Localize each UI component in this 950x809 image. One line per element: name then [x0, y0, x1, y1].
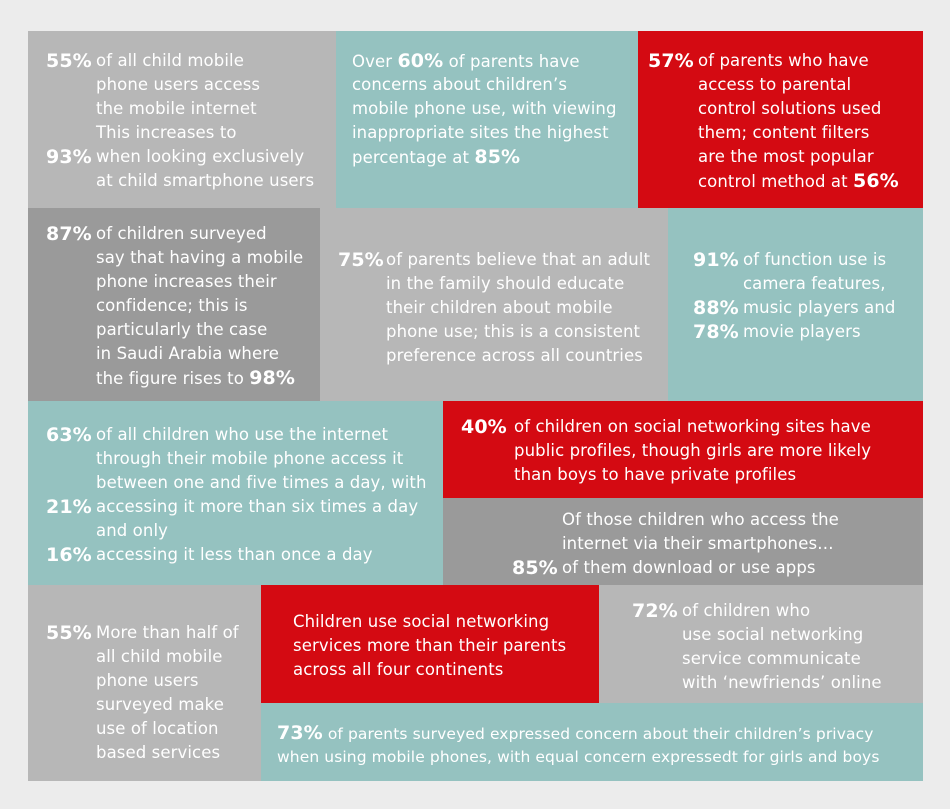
tile-privacy-concern: 73% of parents surveyed expressed concer…	[261, 703, 923, 781]
stat-percent: 85%	[474, 146, 521, 168]
fact-text: Over 60% of parents have concerns about …	[352, 50, 617, 168]
tile-new-friends: 72% of children who use social networking…	[599, 585, 923, 703]
stat-percent: 88%	[693, 297, 739, 319]
tile-public-profiles: 40% of children on social networking site…	[443, 401, 923, 498]
stat-percent: 78%	[693, 321, 739, 343]
tile-social-networking: Children use social networking services …	[261, 585, 599, 703]
tile-confidence: 87% of children surveyed say that having …	[28, 208, 320, 401]
fact-text: Children use social networking services …	[293, 612, 567, 679]
stat-percent: 87%	[46, 223, 92, 245]
stat-percent: 75%	[338, 249, 384, 271]
stat-percent: 60%	[397, 50, 444, 72]
tile-parent-concerns: Over 60% of parents have concerns about …	[336, 31, 638, 208]
fact-text: 73% of parents surveyed expressed concer…	[277, 722, 880, 766]
tile-internet-frequency: 63% of all children who use the internet …	[28, 401, 443, 585]
stat-percent: 63%	[46, 424, 92, 446]
stat-percent: 40%	[461, 416, 507, 438]
tile-apps: Of those children who access the interne…	[443, 498, 923, 585]
stat-percent: 85%	[512, 557, 558, 579]
stat-percent: 56%	[853, 170, 899, 192]
stat-percent: 93%	[46, 146, 92, 168]
stat-percent: 73%	[277, 722, 323, 744]
stat-percent: 57%	[648, 50, 694, 72]
stat-percent: 16%	[46, 544, 92, 566]
stat-percent: 91%	[693, 249, 739, 271]
stat-percent: 98%	[249, 367, 296, 389]
stat-percent: 55%	[46, 622, 92, 644]
tile-function-use: 91% of function use is camera features, 8…	[668, 208, 923, 401]
tile-location-services: 55% More than half of all child mobile ph…	[28, 585, 261, 781]
stat-percent: 72%	[632, 600, 678, 622]
tile-parental-controls: 57% of parents who have access to parenta…	[638, 31, 923, 208]
tile-mobile-internet: 55% of all child mobile phone users acces…	[28, 31, 336, 208]
tile-educate: 75% of parents believe that an adult in t…	[320, 208, 668, 401]
stat-percent: 21%	[46, 496, 92, 518]
stat-percent: 55%	[46, 50, 92, 72]
